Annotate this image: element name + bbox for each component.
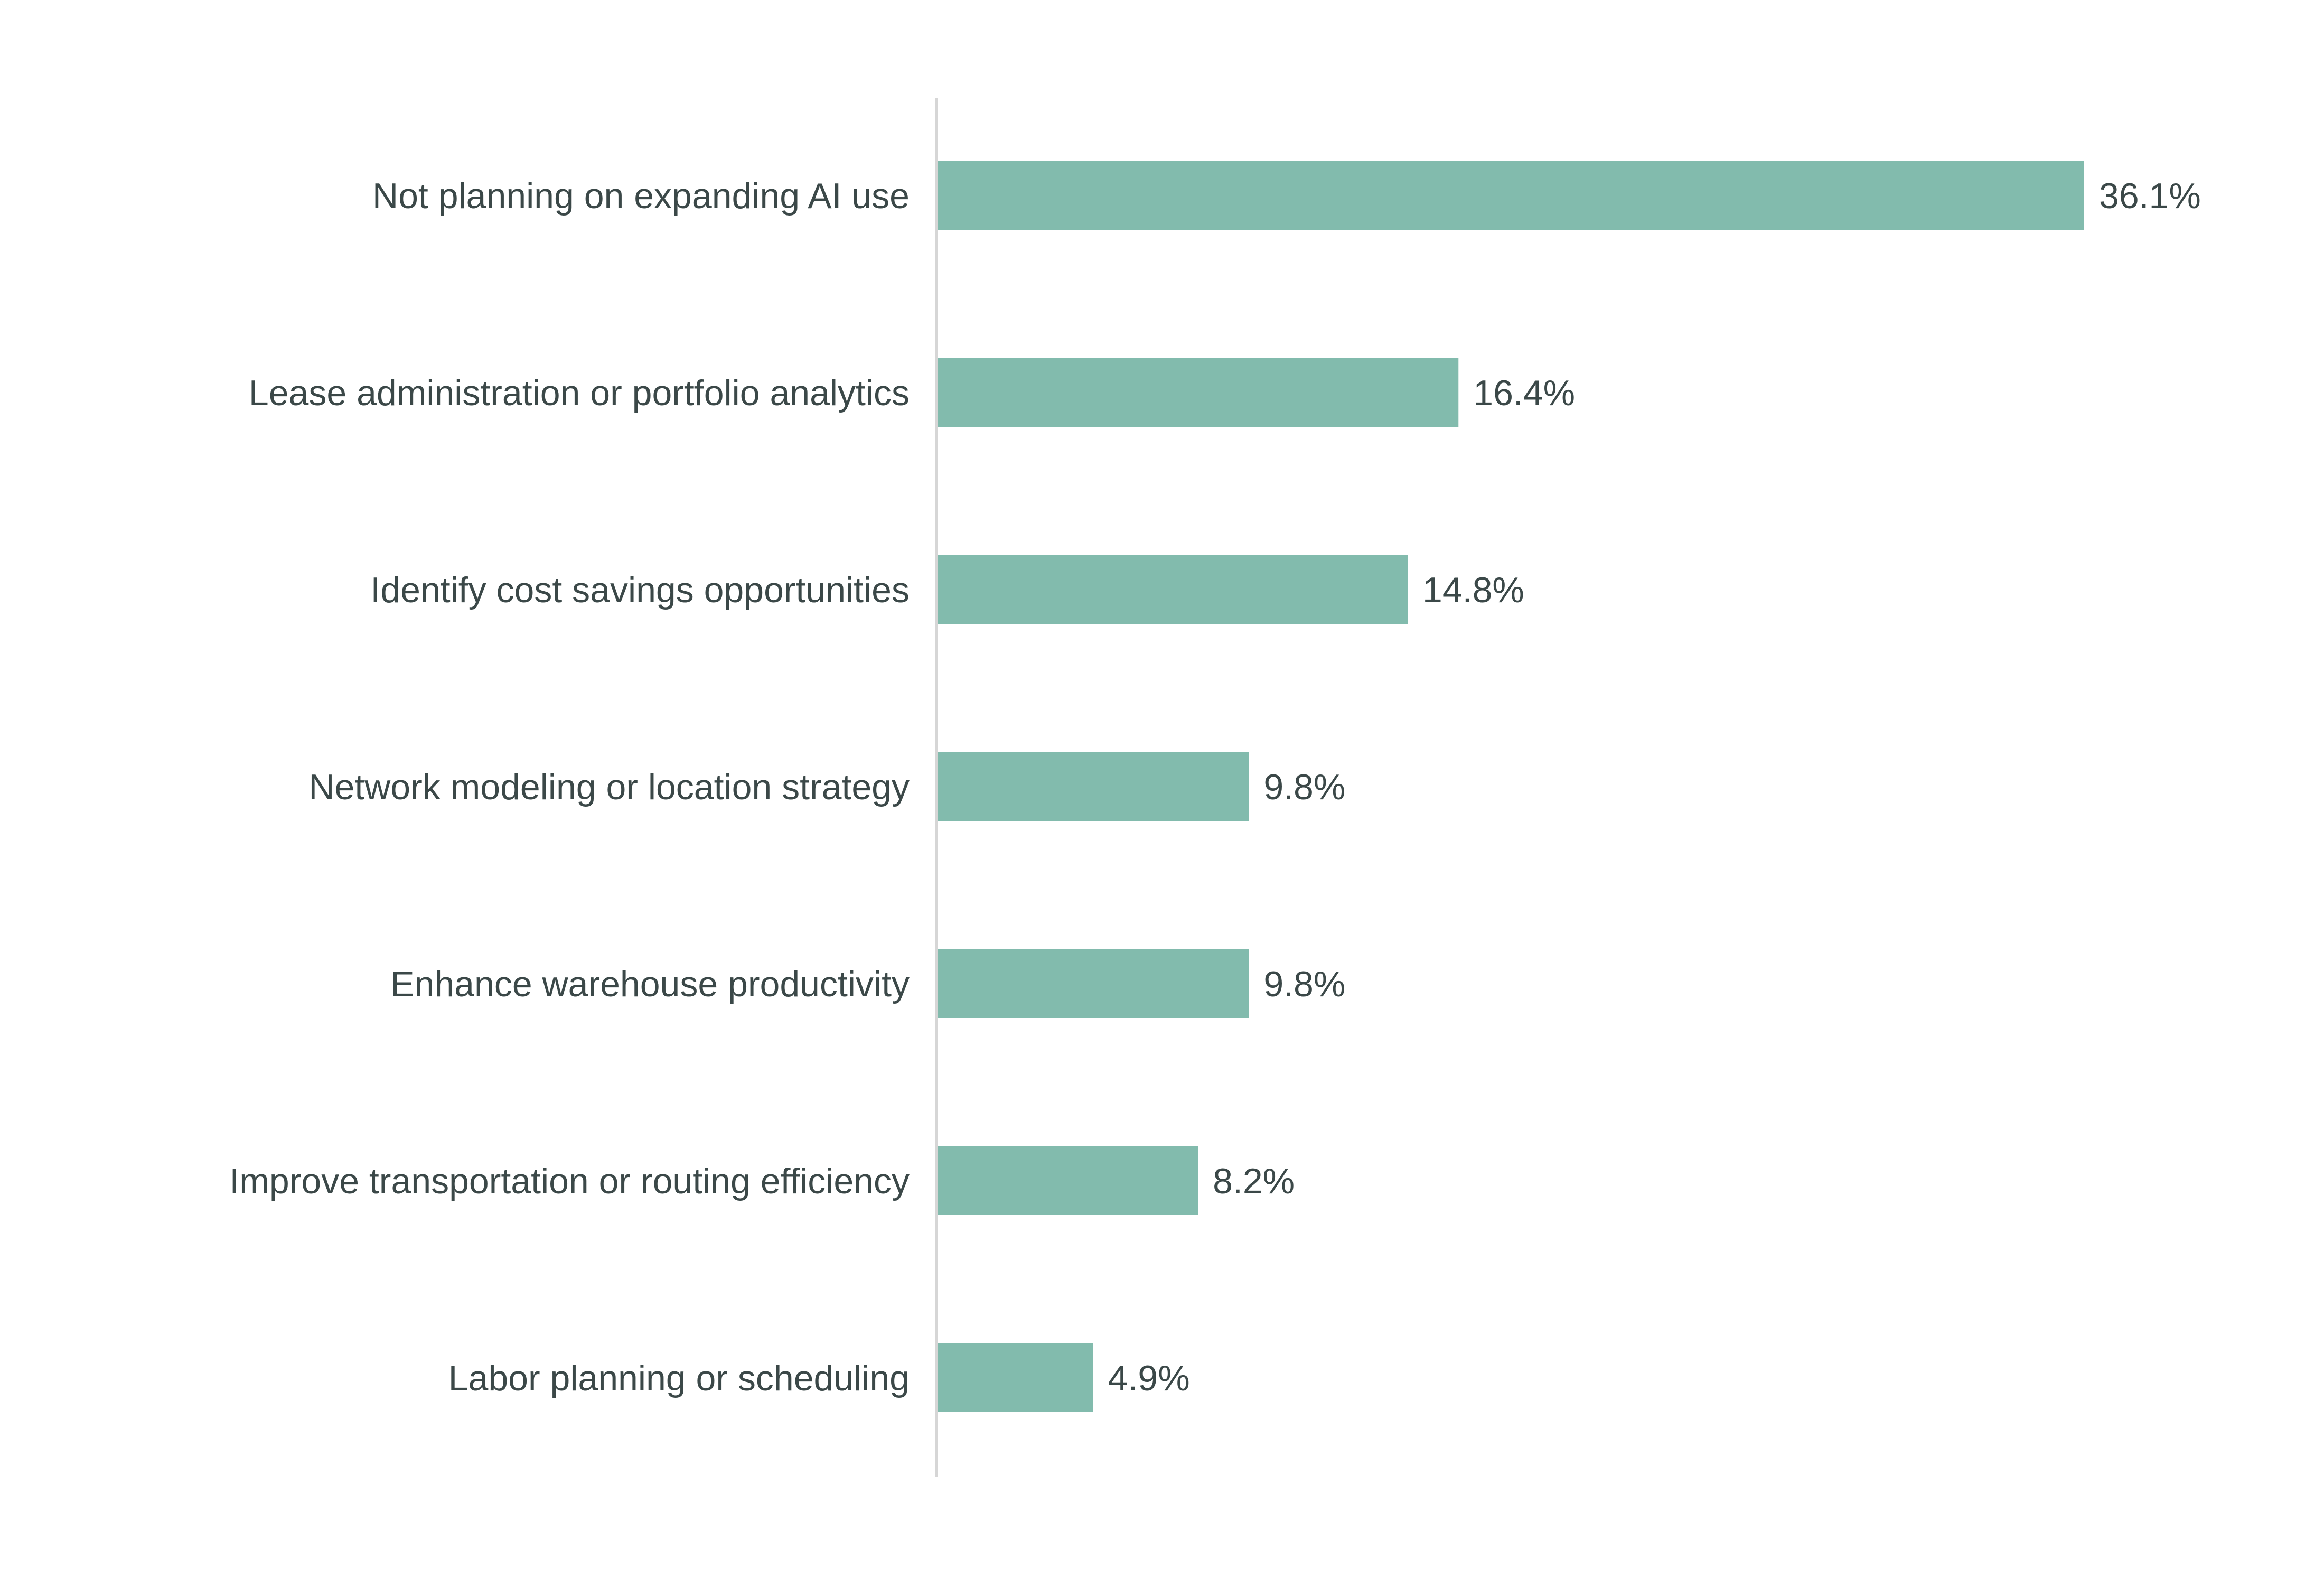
data-label: 36.1% [2099, 176, 2201, 216]
category-label: Enhance warehouse productivity [390, 964, 910, 1004]
category-label: Not planning on expanding AI use [372, 176, 910, 216]
category-label: Improve transportation or routing effici… [229, 1161, 910, 1201]
bar [938, 358, 1459, 427]
data-label: 16.4% [1473, 373, 1575, 413]
data-label: 9.8% [1263, 964, 1345, 1004]
data-label: 9.8% [1263, 767, 1345, 807]
data-label: 14.8% [1422, 570, 1524, 610]
bar [938, 1146, 1198, 1215]
bar [938, 752, 1249, 821]
bar [938, 1343, 1093, 1412]
category-label: Identify cost savings opportunities [370, 570, 910, 610]
bar [938, 161, 2084, 230]
category-label: Network modeling or location strategy [308, 767, 910, 807]
category-label: Labor planning or scheduling [448, 1358, 910, 1398]
bar [938, 555, 1408, 624]
category-label: Lease administration or portfolio analyt… [249, 373, 910, 413]
data-label: 8.2% [1213, 1161, 1295, 1201]
bar [938, 949, 1249, 1018]
data-label: 4.9% [1108, 1358, 1190, 1398]
